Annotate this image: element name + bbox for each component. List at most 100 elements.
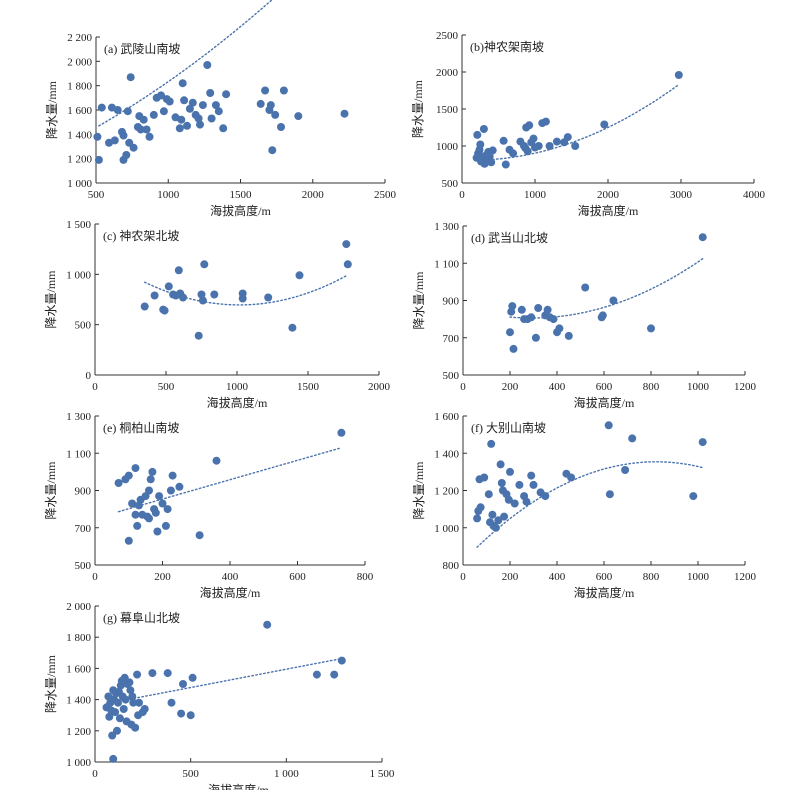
data-point	[598, 311, 607, 320]
data-point	[264, 293, 273, 302]
data-point	[94, 155, 103, 164]
data-point	[506, 467, 514, 476]
data-point	[206, 89, 215, 97]
panel-title: (f) 大别山南坡	[471, 420, 546, 435]
data-point	[105, 712, 114, 721]
data-point	[203, 61, 212, 69]
data-point	[175, 124, 184, 133]
x-axis-title: 海拔高度/m	[207, 395, 268, 410]
data-point	[140, 302, 149, 311]
data-point	[200, 260, 209, 269]
data-point	[647, 324, 655, 333]
data-point	[499, 136, 508, 145]
data-point	[330, 670, 339, 679]
data-point	[160, 306, 169, 315]
y-tick-label: 2000	[436, 67, 459, 79]
data-point	[312, 670, 321, 679]
data-point	[337, 656, 346, 665]
data-point	[178, 79, 187, 88]
data-point	[157, 91, 165, 100]
data-point	[534, 142, 543, 150]
trend-line	[117, 447, 343, 513]
y-tick-label: 1 000	[67, 178, 92, 190]
y-tick-label: 1 800	[67, 81, 92, 93]
x-tick-label: 800	[643, 381, 660, 393]
data-point	[166, 486, 175, 495]
data-point	[214, 107, 223, 116]
data-point	[159, 107, 168, 116]
x-axis-title: 海拔高度/m	[200, 585, 261, 600]
y-tick-label: 1 000	[434, 523, 459, 535]
x-tick-label: 200	[154, 571, 171, 583]
data-point	[119, 705, 128, 713]
y-tick-label: 1 400	[66, 695, 91, 707]
x-tick-label: 600	[596, 571, 613, 583]
data-point	[111, 708, 120, 717]
x-tick-label: 500	[88, 189, 105, 201]
data-point	[497, 479, 506, 487]
data-point	[563, 133, 572, 142]
panel-title: (d) 武当山北坡	[471, 231, 548, 245]
data-point	[177, 709, 186, 718]
y-axis-title: 降水量/mm	[411, 79, 425, 138]
x-tick-label: 1500	[230, 189, 253, 201]
x-tick-label: 2000	[368, 381, 391, 393]
data-point	[509, 344, 518, 353]
data-point	[124, 471, 133, 480]
data-point	[126, 686, 135, 695]
data-point	[541, 117, 550, 126]
data-point	[476, 140, 485, 149]
data-point	[581, 283, 590, 292]
x-tick-label: 4000	[743, 189, 766, 201]
x-tick-label: 1000	[157, 189, 180, 201]
x-tick-label: 600	[596, 381, 613, 393]
data-point	[149, 110, 158, 119]
x-axis-title: 海拔高度/m	[574, 585, 635, 600]
data-point	[476, 503, 485, 512]
y-tick-label: 0	[86, 370, 92, 382]
y-tick-label: 1 400	[434, 448, 459, 460]
x-tick-label: 1200	[734, 381, 757, 393]
data-point	[153, 527, 162, 536]
x-tick-label: 1 000	[274, 768, 299, 780]
data-point	[121, 695, 130, 704]
y-axis-title: 降水量/mm	[412, 271, 426, 330]
y-tick-label: 1 600	[67, 105, 92, 117]
data-point	[133, 521, 142, 530]
y-axis-title: 降水量/mm	[44, 461, 58, 520]
data-point	[177, 115, 186, 124]
x-tick-label: 1000	[226, 381, 249, 393]
x-tick-label: 1200	[734, 571, 757, 583]
data-point	[534, 304, 543, 312]
data-point	[196, 120, 204, 129]
data-point	[139, 115, 148, 124]
x-tick-label: 800	[643, 571, 660, 583]
data-point	[148, 669, 157, 678]
y-tick-label: 1 200	[67, 154, 92, 166]
y-tick-label: 700	[443, 333, 460, 345]
x-tick-label: 1000	[687, 381, 710, 393]
data-point	[212, 456, 221, 465]
y-tick-label: 500	[443, 370, 460, 382]
x-tick-label: 2000	[302, 189, 325, 201]
data-point	[504, 495, 513, 504]
x-tick-label: 200	[502, 381, 519, 393]
data-point	[501, 160, 510, 169]
data-point	[543, 305, 552, 314]
data-point	[198, 101, 207, 110]
trend-line	[475, 84, 679, 161]
data-point	[210, 290, 219, 299]
data-point	[146, 475, 155, 484]
data-point	[605, 490, 614, 499]
data-point	[545, 142, 554, 150]
data-point	[509, 149, 518, 158]
data-point	[271, 110, 280, 119]
x-tick-label: 0	[92, 768, 98, 780]
data-point	[151, 508, 160, 517]
data-point	[180, 96, 189, 105]
data-point	[125, 678, 134, 687]
x-tick-label: 600	[289, 571, 306, 583]
data-point	[294, 112, 303, 121]
data-point	[97, 103, 106, 112]
